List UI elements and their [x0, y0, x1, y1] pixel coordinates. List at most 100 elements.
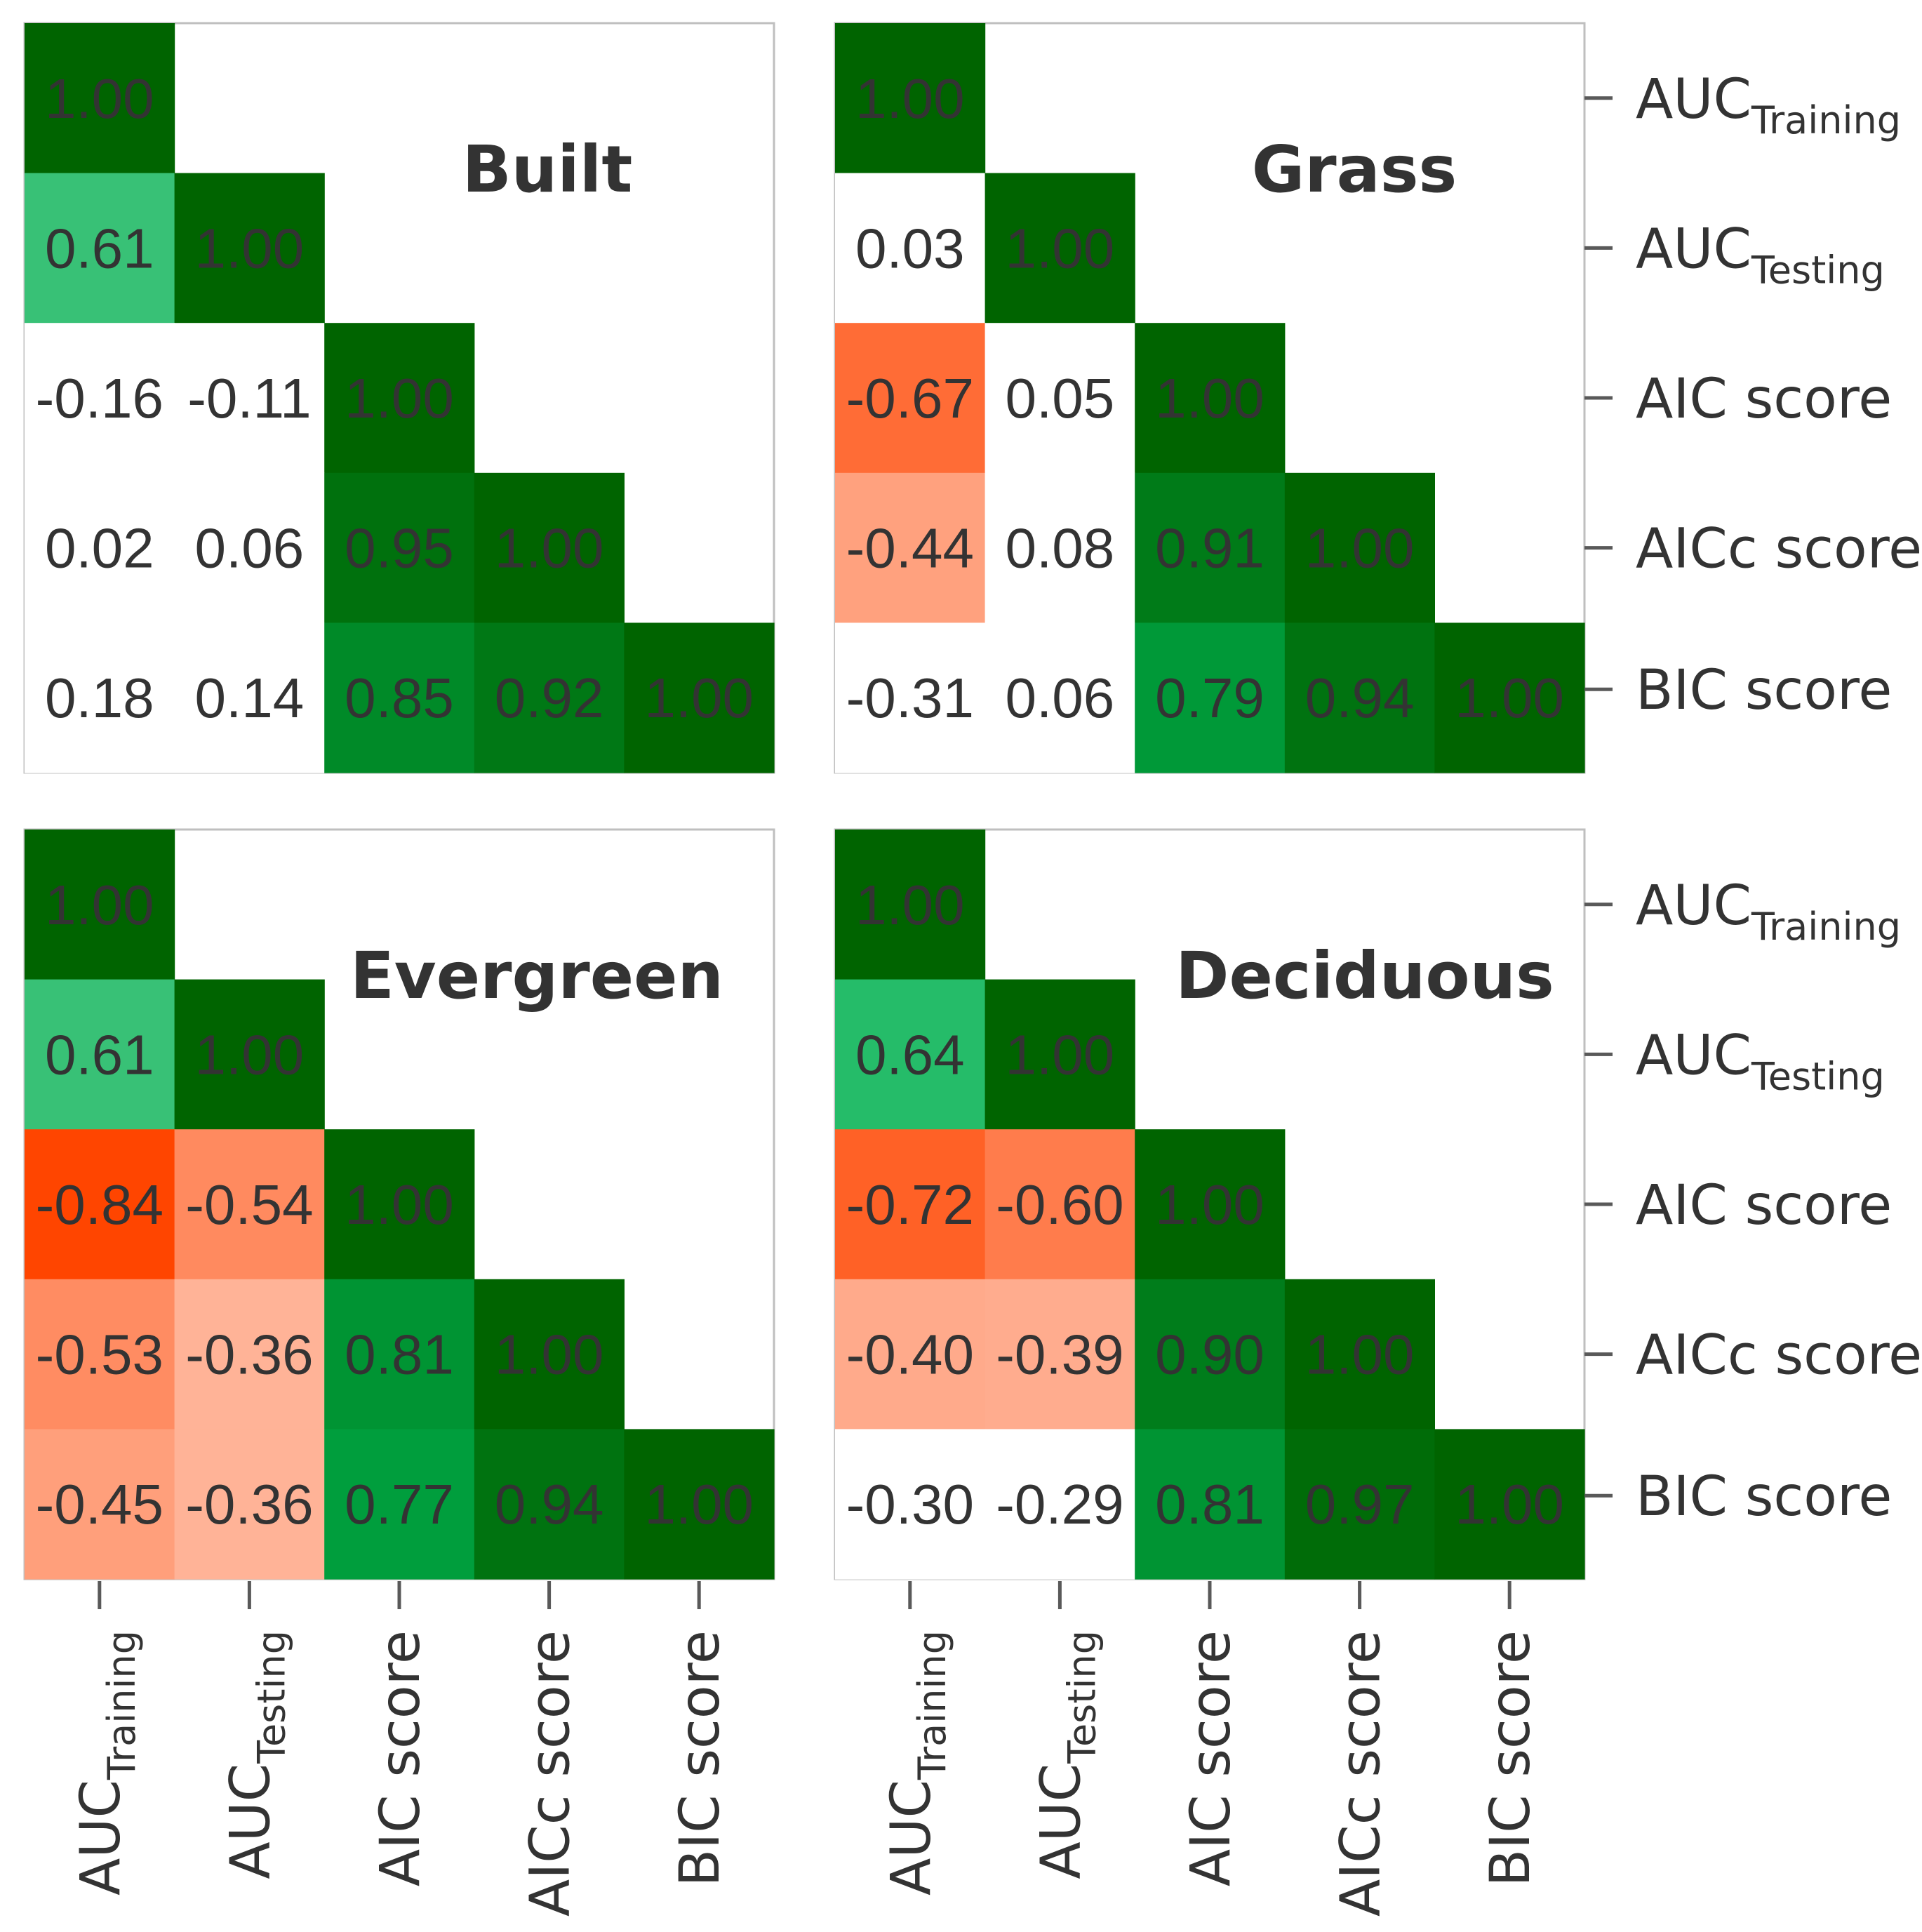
cell-value-label: 0.90: [1155, 1324, 1264, 1386]
heatmap-cell: [1135, 1429, 1286, 1580]
cell-value-label: 1.00: [855, 67, 965, 130]
cell-value-label: 1.00: [855, 874, 965, 936]
cell-value-label: 0.61: [45, 1023, 154, 1086]
heatmap-cell: [985, 1429, 1135, 1580]
cell-value-label: 1.00: [345, 367, 454, 429]
cell-value-label: -0.16: [36, 367, 163, 429]
column-label: AIC score: [1180, 1630, 1243, 1886]
cell-value-label: 0.08: [1006, 517, 1115, 580]
panel-deciduous: 1.00 0.64 1.00 -0.72 -0.60 1.00 -0.40 -0.39 0.90…: [834, 828, 1586, 1580]
cell-value-label: -0.29: [996, 1473, 1123, 1535]
cell-value-label: -0.53: [36, 1324, 163, 1386]
heatmap-cell: [324, 472, 475, 623]
cell-value-label: -0.36: [185, 1473, 313, 1535]
heatmap-cell: [25, 472, 175, 623]
column-label: AICc score: [519, 1630, 582, 1917]
cell-value-label: 1.00: [1155, 1173, 1264, 1236]
cell-value-label: 0.92: [495, 667, 604, 729]
heatmap-cell: [25, 979, 175, 1130]
column-label: AUCTraining: [880, 1630, 954, 1896]
column-axis-labels: AUCTraining AUCTesting AIC score AICc score…: [69, 1581, 732, 1917]
column-axis-labels: AUCTraining AUCTesting AIC score AICc score…: [880, 1581, 1542, 1917]
row-axis-labels: AUCTraining AUCTesting AIC score AICc score…: [1584, 874, 1922, 1528]
cell-value-label: 1.00: [195, 217, 305, 279]
heatmap-cell: [1135, 622, 1286, 773]
heatmap-cell: [835, 1429, 986, 1580]
cell-value-label: 1.00: [1305, 517, 1415, 580]
row-label: AUCTraining: [1636, 874, 1901, 949]
cell-value-label: 0.06: [1006, 667, 1115, 729]
cell-value-label: 0.81: [1155, 1473, 1264, 1535]
cell-value-label: 0.85: [345, 667, 454, 729]
heatmap-cell: [174, 622, 325, 773]
cell-value-label: 1.00: [195, 1023, 305, 1086]
column-label: BIC score: [1479, 1630, 1542, 1886]
column-label: AICc score: [1330, 1630, 1393, 1917]
panel-title: Grass: [1252, 132, 1457, 207]
cell-value-label: -0.60: [996, 1173, 1123, 1236]
cell-value-label: -0.36: [185, 1324, 313, 1386]
cell-value-label: 1.00: [1305, 1324, 1415, 1386]
heatmap-cell: [835, 472, 986, 623]
heatmap-cell: [174, 173, 325, 324]
heatmap-cell: [174, 979, 325, 1130]
panel-built: 1.00 0.61 1.00 -0.16 -0.11 1.00 0.02 0.06 0.95 1.…: [23, 22, 775, 774]
cell-value-label: 0.18: [45, 667, 154, 729]
heatmap-cell: [1284, 622, 1435, 773]
heatmap-cell: [25, 323, 175, 474]
row-label: BIC score: [1636, 659, 1892, 722]
cell-value-label: -0.30: [846, 1473, 974, 1535]
column-label: AUCTesting: [1029, 1630, 1104, 1879]
cell-value-label: -0.72: [846, 1173, 974, 1236]
cell-value-label: -0.67: [846, 367, 974, 429]
cell-value-label: 1.00: [1006, 217, 1115, 279]
heatmap-cell: [25, 1279, 175, 1430]
cell-value-label: 0.02: [45, 517, 154, 580]
heatmap-cell: [324, 323, 475, 474]
heatmap-cell: [174, 1129, 325, 1280]
heatmap-cell: [324, 622, 475, 773]
row-label: BIC score: [1636, 1465, 1892, 1528]
heatmap-cell: [174, 1429, 325, 1580]
cell-value-label: 0.94: [495, 1473, 604, 1535]
heatmap-cell: [1284, 1279, 1435, 1430]
cell-value-label: -0.84: [36, 1173, 163, 1236]
cell-value-label: -0.45: [36, 1473, 163, 1535]
heatmap-cell: [25, 1129, 175, 1280]
heatmap-cell: [1434, 622, 1585, 773]
row-label: AIC score: [1636, 1174, 1892, 1237]
heatmap-cell: [985, 1279, 1135, 1430]
panel-evergreen: 1.00 0.61 1.00 -0.84 -0.54 1.00 -0.53 -0.36 0.81…: [23, 828, 775, 1580]
cell-value-label: 0.64: [855, 1023, 965, 1086]
heatmap-cell: [985, 979, 1135, 1130]
heatmap-cell: [1135, 1129, 1286, 1280]
cell-value-label: 0.97: [1305, 1473, 1415, 1535]
row-label: AIC score: [1636, 368, 1892, 431]
cell-value-label: 1.00: [45, 67, 154, 130]
cell-value-label: 1.00: [495, 1324, 604, 1386]
cell-value-label: 1.00: [345, 1173, 454, 1236]
heatmap-cell: [1135, 1279, 1286, 1430]
heatmap-cell: [474, 472, 625, 623]
column-label: AUCTraining: [69, 1630, 144, 1896]
row-axis-labels: AUCTraining AUCTesting AIC score AICc score…: [1584, 68, 1922, 722]
heatmap-cell: [985, 472, 1135, 623]
heatmap-cell: [474, 622, 625, 773]
row-label: AUCTesting: [1636, 218, 1885, 292]
cell-value-label: -0.39: [996, 1324, 1123, 1386]
heatmap-cell: [474, 1279, 625, 1430]
cell-value-label: -0.11: [187, 367, 311, 429]
column-label: AUCTesting: [219, 1630, 293, 1879]
heatmap-cell: [1135, 323, 1286, 474]
cell-value-label: 1.00: [644, 1473, 754, 1535]
heatmap-cell: [835, 830, 986, 980]
cell-value-label: 1.00: [495, 517, 604, 580]
cell-value-label: 0.91: [1155, 517, 1264, 580]
cell-value-label: -0.44: [846, 517, 974, 580]
row-label: AUCTesting: [1636, 1024, 1885, 1098]
heatmap-cell: [835, 173, 986, 324]
heatmap-cell: [985, 323, 1135, 474]
heatmap-cell: [985, 1129, 1135, 1280]
heatmap-cell: [174, 472, 325, 623]
